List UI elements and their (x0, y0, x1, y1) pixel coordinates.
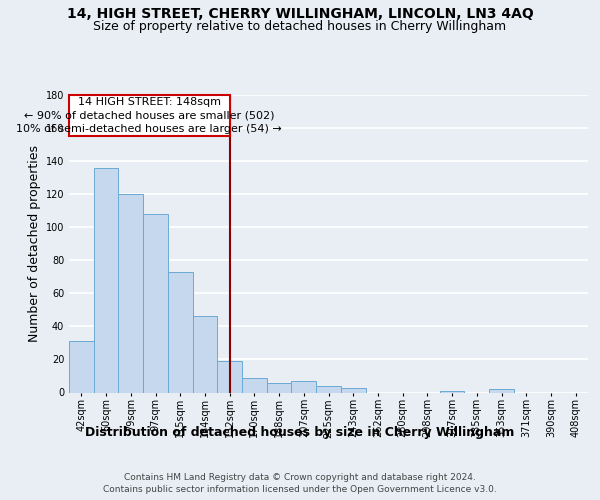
Bar (94, 168, 118, 392)
Bar (69, 342, 94, 392)
Bar (267, 382, 292, 392)
Bar (489, 389, 514, 392)
Bar (69, 95, 230, 136)
Text: 14, HIGH STREET, CHERRY WILLINGHAM, LINCOLN, LN3 4AQ: 14, HIGH STREET, CHERRY WILLINGHAM, LINC… (67, 8, 533, 22)
Text: Contains HM Land Registry data © Crown copyright and database right 2024.: Contains HM Land Registry data © Crown c… (124, 472, 476, 482)
Bar (316, 386, 341, 392)
Text: 14 HIGH STREET: 148sqm
← 90% of detached houses are smaller (502)
10% of semi-de: 14 HIGH STREET: 148sqm ← 90% of detached… (16, 98, 282, 134)
Bar (143, 214, 168, 392)
Bar (292, 381, 316, 392)
Text: Size of property relative to detached houses in Cherry Willingham: Size of property relative to detached ho… (94, 20, 506, 33)
Text: Distribution of detached houses by size in Cherry Willingham: Distribution of detached houses by size … (85, 426, 515, 439)
Bar (341, 388, 365, 392)
Y-axis label: Number of detached properties: Number of detached properties (28, 145, 41, 342)
Bar (193, 316, 217, 392)
Bar (217, 361, 242, 392)
Bar (242, 378, 267, 392)
Bar (118, 194, 143, 392)
Text: Contains public sector information licensed under the Open Government Licence v3: Contains public sector information licen… (103, 485, 497, 494)
Bar (168, 272, 193, 392)
Bar (440, 391, 464, 392)
